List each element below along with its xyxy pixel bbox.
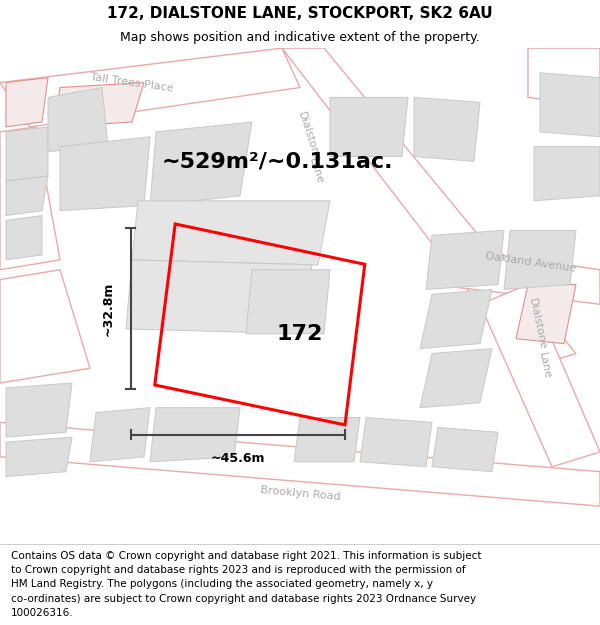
Polygon shape	[360, 418, 432, 467]
Polygon shape	[6, 176, 48, 216]
Polygon shape	[54, 82, 144, 127]
Polygon shape	[330, 98, 408, 156]
Polygon shape	[150, 408, 240, 462]
Text: Lane: Lane	[307, 157, 325, 186]
Text: Dialstone: Dialstone	[296, 110, 322, 163]
Polygon shape	[420, 349, 492, 408]
Polygon shape	[282, 48, 576, 368]
Polygon shape	[90, 408, 150, 462]
Polygon shape	[480, 284, 600, 467]
Polygon shape	[132, 201, 330, 265]
Text: Contains OS data © Crown copyright and database right 2021. This information is : Contains OS data © Crown copyright and d…	[11, 551, 481, 561]
Polygon shape	[432, 428, 498, 472]
Text: HM Land Registry. The polygons (including the associated geometry, namely x, y: HM Land Registry. The polygons (includin…	[11, 579, 433, 589]
Polygon shape	[6, 127, 48, 181]
Text: Oakland Avenue: Oakland Avenue	[485, 251, 577, 274]
Polygon shape	[294, 418, 360, 462]
Text: to Crown copyright and database rights 2023 and is reproduced with the permissio: to Crown copyright and database rights 2…	[11, 565, 466, 575]
Polygon shape	[6, 216, 42, 260]
Text: 100026316.: 100026316.	[11, 608, 73, 618]
Text: Dialstone: Dialstone	[527, 298, 547, 351]
Polygon shape	[516, 284, 576, 344]
Polygon shape	[0, 270, 90, 383]
Polygon shape	[528, 48, 600, 108]
Polygon shape	[0, 127, 60, 270]
Polygon shape	[6, 438, 72, 477]
Text: ~529m²/~0.131ac.: ~529m²/~0.131ac.	[162, 151, 394, 171]
Polygon shape	[420, 289, 492, 349]
Text: Map shows position and indicative extent of the property.: Map shows position and indicative extent…	[120, 31, 480, 44]
Polygon shape	[0, 422, 600, 506]
Polygon shape	[426, 231, 504, 289]
Text: ~32.8m: ~32.8m	[101, 281, 115, 336]
Polygon shape	[0, 48, 300, 127]
Polygon shape	[432, 245, 600, 304]
Polygon shape	[504, 231, 576, 289]
Polygon shape	[540, 72, 600, 137]
Text: Lane: Lane	[536, 351, 552, 380]
Polygon shape	[48, 88, 108, 151]
Polygon shape	[6, 383, 72, 438]
Polygon shape	[126, 260, 312, 334]
Polygon shape	[6, 78, 48, 127]
Polygon shape	[246, 270, 330, 334]
Polygon shape	[60, 137, 150, 211]
Text: Brooklyn Road: Brooklyn Road	[260, 486, 340, 502]
Text: Tall Trees Place: Tall Trees Place	[90, 72, 174, 93]
Text: ~45.6m: ~45.6m	[211, 452, 265, 465]
Polygon shape	[414, 98, 480, 161]
Polygon shape	[534, 147, 600, 201]
Polygon shape	[150, 122, 252, 206]
Text: 172, DIALSTONE LANE, STOCKPORT, SK2 6AU: 172, DIALSTONE LANE, STOCKPORT, SK2 6AU	[107, 6, 493, 21]
Text: co-ordinates) are subject to Crown copyright and database rights 2023 Ordnance S: co-ordinates) are subject to Crown copyr…	[11, 594, 476, 604]
Text: 172: 172	[277, 324, 323, 344]
